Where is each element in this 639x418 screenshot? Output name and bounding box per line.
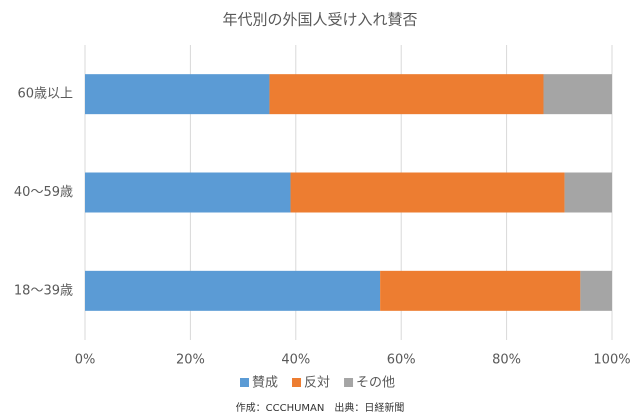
bar-segment (85, 172, 291, 213)
legend-label: その他 (356, 376, 395, 391)
legend-swatch (240, 378, 249, 387)
x-tick-label: 20% (176, 353, 205, 368)
bar-segment (85, 270, 381, 311)
x-tick-label: 60% (387, 353, 416, 368)
x-tick-label: 40% (281, 353, 310, 368)
bar-segment (564, 172, 612, 213)
bar-segment (290, 172, 565, 213)
bar-segment (269, 74, 544, 115)
y-tick-label: 18〜39歳 (14, 283, 73, 298)
bar-segment (380, 270, 581, 311)
legend-swatch (292, 378, 302, 387)
y-tick-label: 60歳以上 (17, 87, 73, 102)
legend-swatch (344, 378, 354, 387)
legend-label: 反対 (304, 376, 330, 391)
x-tick-label: 100% (593, 353, 630, 368)
bar-segment (543, 74, 612, 115)
bar-segment (580, 270, 612, 311)
x-tick-label: 0% (75, 353, 96, 368)
chart-title: 年代別の外国人受け入れ賛否 (222, 11, 417, 29)
legend-label: 賛成 (252, 376, 278, 391)
y-tick-label: 40〜59歳 (14, 185, 73, 200)
bar-segment (85, 74, 270, 115)
source-note: 作成：CCCHUMAN 出典：日経新聞 (236, 401, 405, 414)
x-tick-label: 80% (492, 353, 521, 368)
